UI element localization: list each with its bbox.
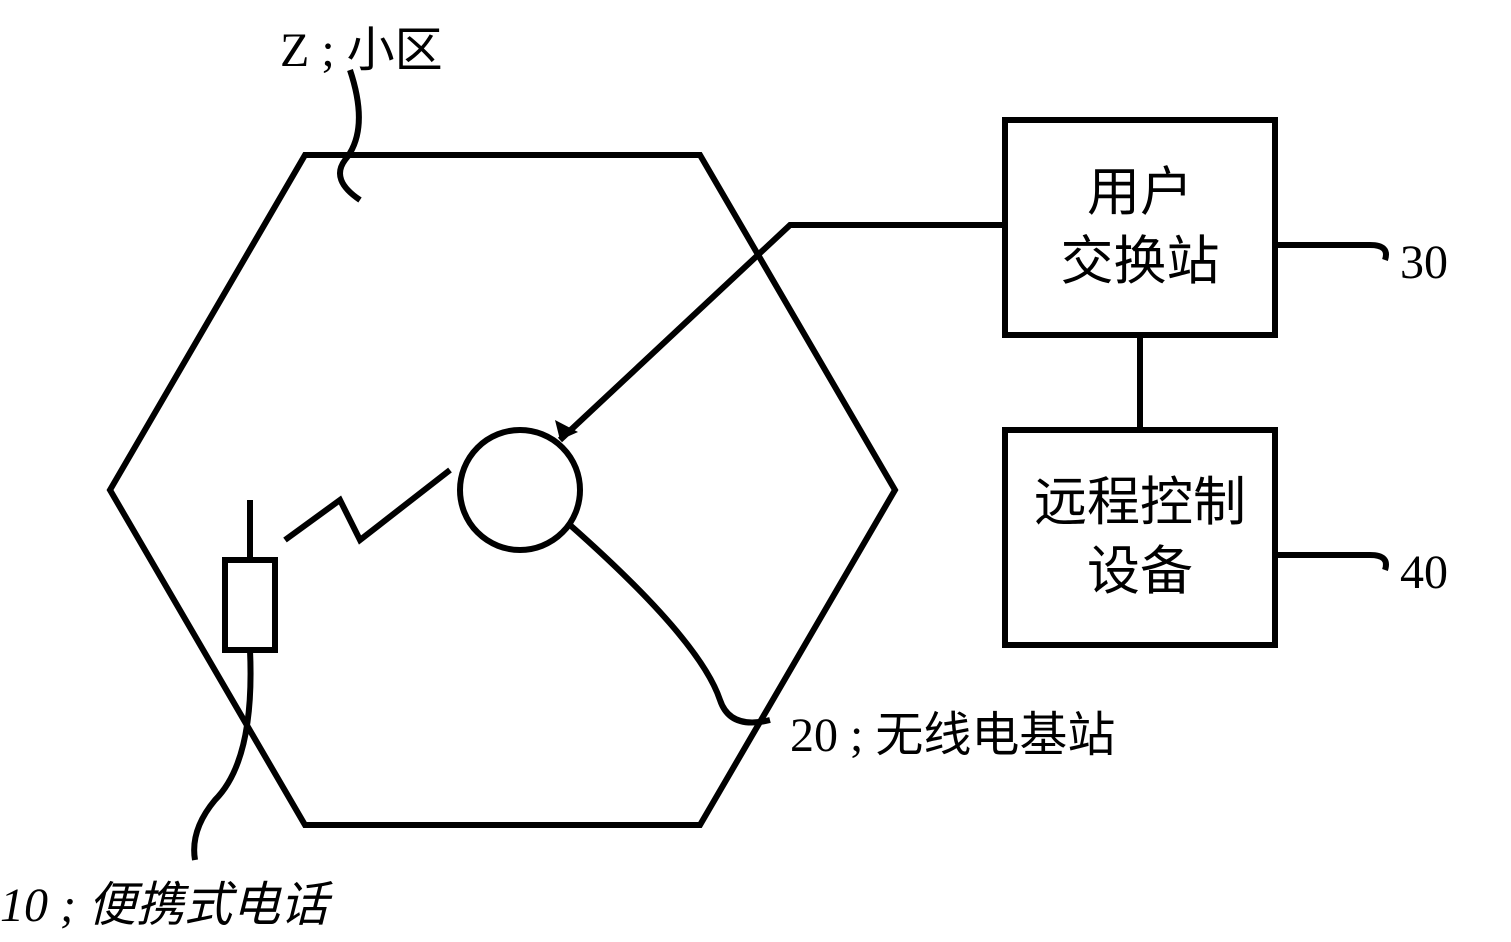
leader-z: [340, 70, 360, 200]
diagram-svg: [0, 0, 1511, 942]
diagram-canvas: Z ; 小区 用户 交换站 远程控制 设备 30 40 20 ; 无线电基站 1…: [0, 0, 1511, 942]
rf-link-icon: [285, 470, 450, 540]
label-bs: 20 ; 无线电基站: [790, 695, 1115, 765]
label-remote-box: 远程控制 设备: [1005, 430, 1275, 645]
label-ref30: 30: [1400, 235, 1448, 290]
leader-30: [1275, 245, 1386, 260]
hexagon-cell: [110, 155, 895, 825]
leader-40: [1275, 555, 1386, 570]
leader-bs: [570, 525, 770, 723]
label-switch-line2: 交换站: [1061, 228, 1220, 297]
phone-body: [225, 560, 275, 650]
base-station-circle: [460, 430, 580, 550]
label-z: Z ; 小区: [280, 10, 443, 80]
label-remote-line2: 设备: [1087, 538, 1193, 607]
label-remote-line1: 远程控制: [1034, 469, 1246, 538]
wire-switch-to-circle: [560, 225, 1005, 440]
label-switch-box: 用户 交换站: [1005, 120, 1275, 335]
label-switch-line1: 用户: [1087, 159, 1193, 228]
label-ref40: 40: [1400, 545, 1448, 600]
label-phone: 10 ; 便携式电话: [0, 865, 328, 935]
